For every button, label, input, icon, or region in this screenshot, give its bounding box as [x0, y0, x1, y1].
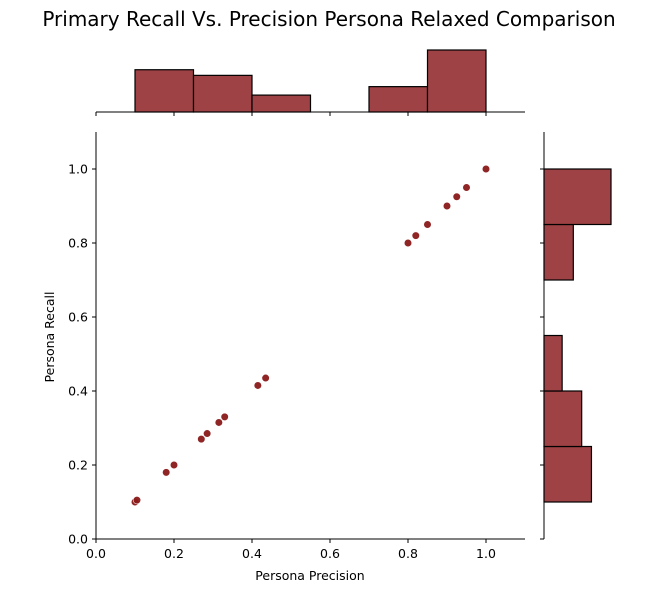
scatter-point [253, 381, 262, 390]
y-tick-label: 1.0 [68, 162, 88, 177]
x-hist-bar [251, 94, 312, 113]
y-hist-bar [543, 223, 574, 281]
x-hist-bar [192, 74, 253, 113]
scatter-point [442, 201, 452, 211]
y-tick-label: 0.0 [68, 532, 88, 547]
scatter-point [403, 238, 413, 248]
scatter-point [481, 164, 491, 174]
y-hist-bar [543, 390, 583, 448]
scatter-point [132, 496, 142, 505]
chart-title: Primary Recall Vs. Precision Persona Rel… [42, 7, 615, 31]
x-tick-label: 0.4 [242, 546, 262, 561]
scatter-point [452, 192, 461, 201]
scatter-point [203, 429, 212, 438]
right-marginal-histogram [540, 132, 612, 540]
scatter-point [411, 231, 420, 240]
x-tick-label: 0.0 [86, 546, 106, 561]
y-tick-label: 0.6 [68, 310, 88, 325]
scatter-point [214, 418, 223, 427]
scatter-point [169, 460, 179, 470]
x-tick-label: 0.2 [164, 546, 184, 561]
y-hist-bar [543, 168, 612, 226]
x-tick-label: 0.8 [398, 546, 418, 561]
scatter-point [220, 412, 229, 422]
scatter-point [462, 183, 471, 192]
scatter-point [162, 468, 171, 477]
scatter-point [423, 220, 432, 229]
x-axis-label: Persona Precision [255, 568, 364, 583]
axes: 0.0 0.2 0.4 0.6 0.8 1.0 0.0 0.2 0.4 0.6 0.8 1.0 [68, 132, 525, 561]
y-axis-label: Persona Recall [42, 292, 57, 383]
x-hist-bar [426, 49, 487, 113]
y-tick-label: 0.4 [68, 384, 88, 399]
scatter-point [261, 373, 270, 383]
x-tick-label: 0.6 [320, 546, 340, 561]
x-tick-label: 1.0 [476, 546, 496, 561]
scatter-point [197, 435, 206, 444]
x-hist-bar [368, 86, 429, 113]
x-hist-bar [134, 69, 195, 113]
y-hist-bar [543, 445, 593, 503]
y-tick-label: 0.8 [68, 236, 88, 251]
y-tick-label: 0.2 [68, 458, 88, 473]
top-marginal-histogram [95, 49, 525, 116]
scatter-points [130, 164, 491, 507]
y-hist-bar [543, 334, 563, 392]
